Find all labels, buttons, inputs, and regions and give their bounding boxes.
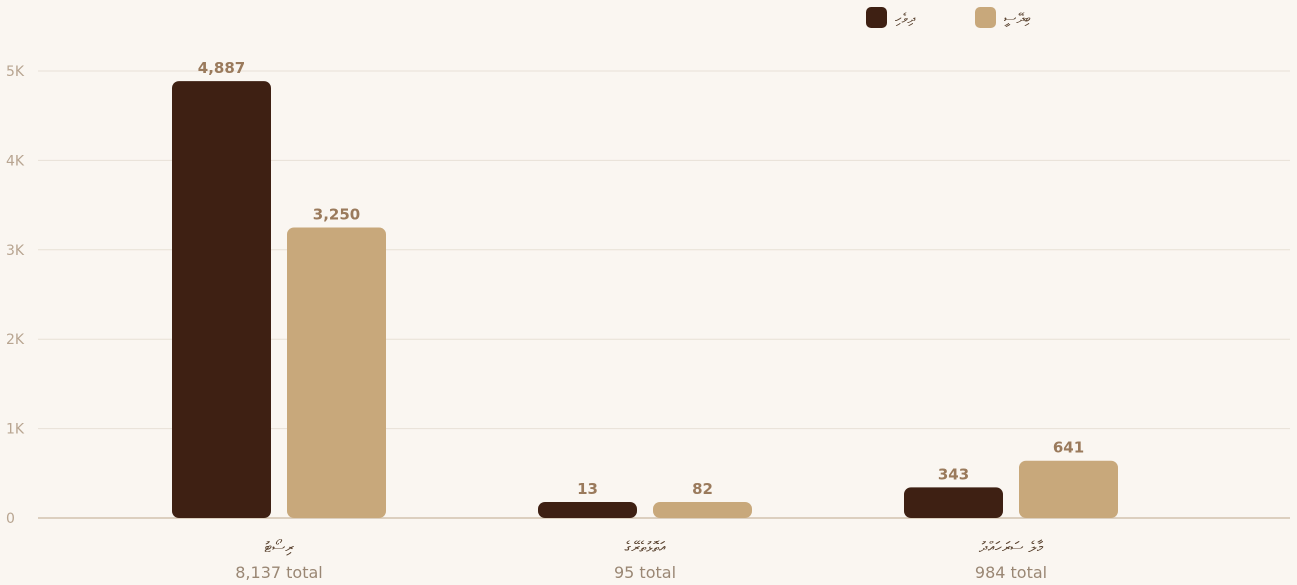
bar-value-label: 641	[1053, 439, 1084, 457]
bar-value-label: 3,250	[313, 205, 360, 223]
bar-value-label: 343	[938, 465, 969, 483]
bar[interactable]	[538, 502, 637, 518]
category-total-label: 95 total	[614, 563, 676, 582]
x-category-label: މާލެ ސަރަހައްދު	[979, 538, 1044, 556]
legend-label[interactable]: ބިދޭސީ	[1004, 11, 1031, 27]
y-tick-label: 3K	[6, 243, 25, 259]
y-tick-label: 2K	[6, 332, 25, 348]
bar[interactable]	[1019, 460, 1118, 518]
bar-value-label: 4,887	[198, 59, 245, 77]
legend-label[interactable]: ދިވެހި	[895, 11, 916, 27]
legend-swatch[interactable]	[866, 7, 887, 28]
bar[interactable]	[653, 502, 752, 518]
bar[interactable]	[287, 227, 386, 518]
category-total-label: 8,137 total	[235, 563, 322, 582]
bar-value-label: 82	[692, 480, 713, 498]
bar[interactable]	[904, 487, 1003, 518]
x-category-label: އަތޮޅުތެރޭގެ	[625, 538, 666, 556]
y-tick-label: 5K	[6, 64, 25, 80]
y-tick-label: 1K	[6, 422, 25, 438]
legend-swatch[interactable]	[975, 7, 996, 28]
bar[interactable]	[172, 81, 271, 518]
category-total-label: 984 total	[975, 563, 1047, 582]
y-tick-label: 4K	[6, 153, 25, 169]
bar-value-label: 13	[577, 480, 598, 498]
y-tick-label: 0	[6, 511, 15, 527]
x-category-label: ރިސޯޓު	[264, 538, 294, 556]
